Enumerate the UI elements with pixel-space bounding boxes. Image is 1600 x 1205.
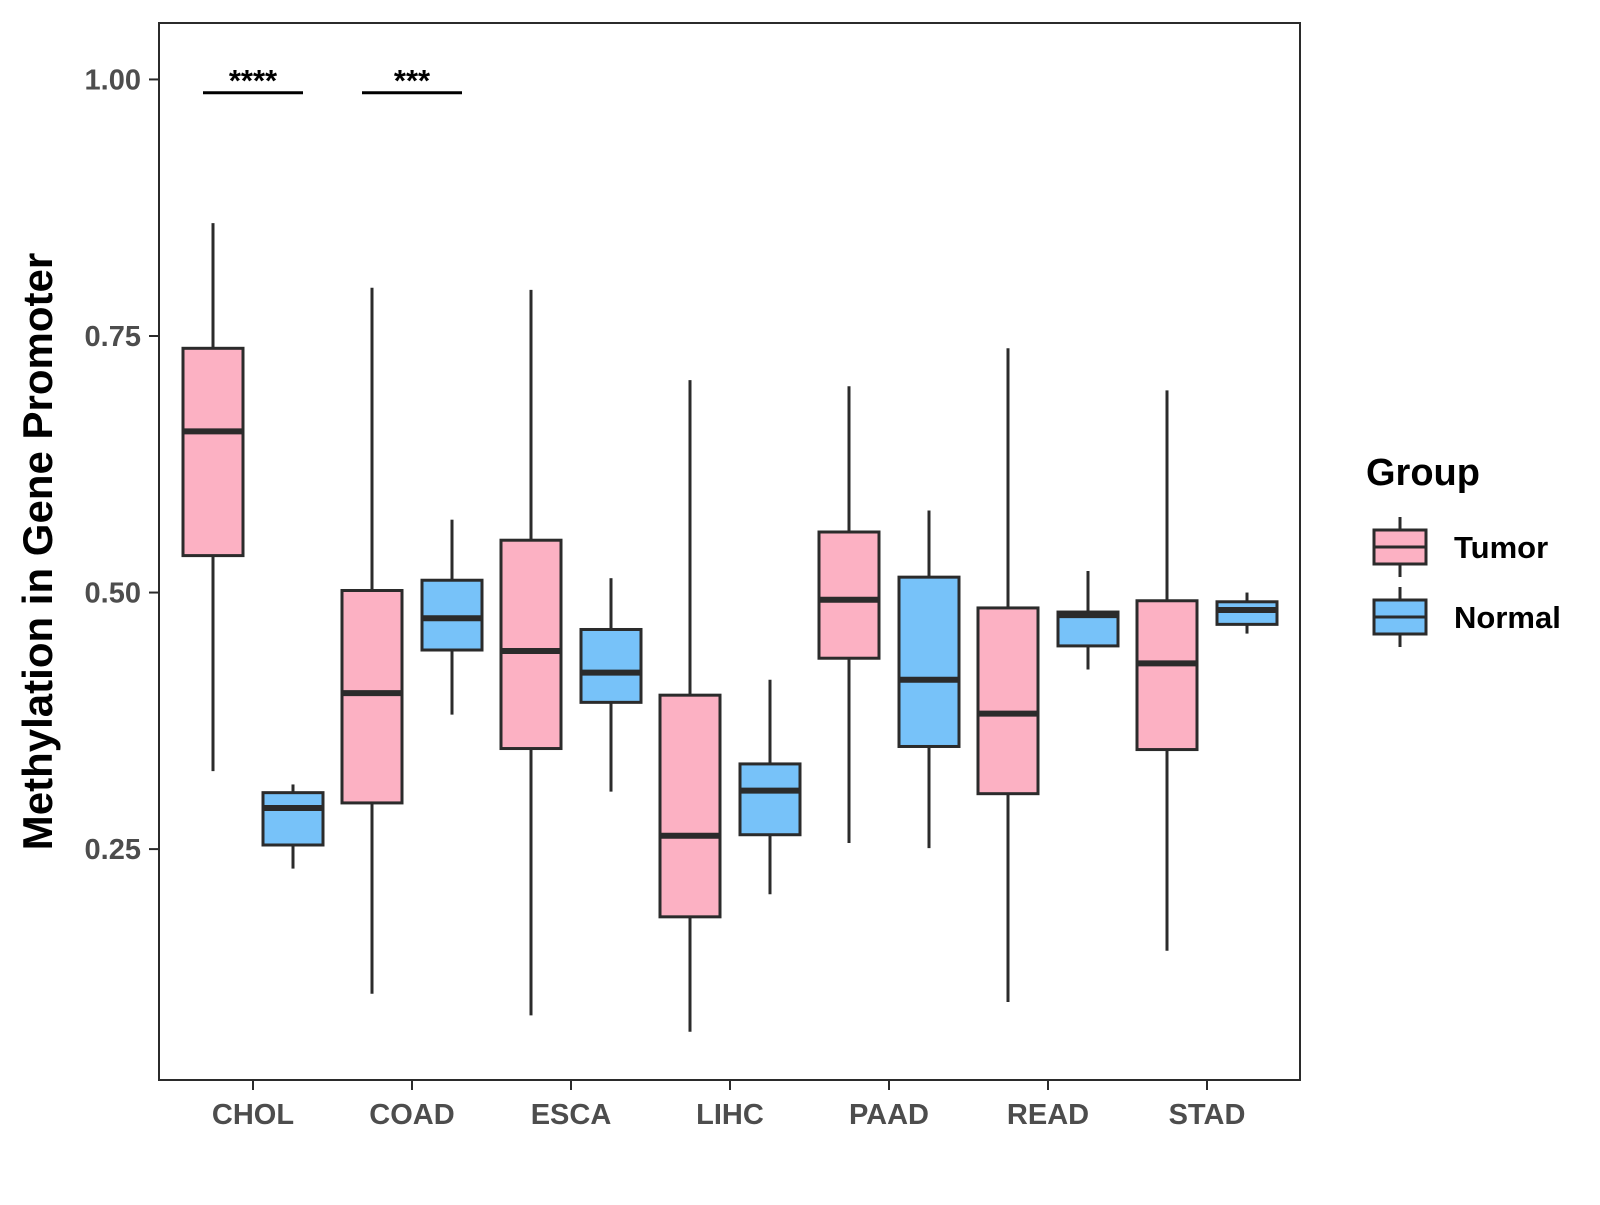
significance-label: **** (229, 63, 278, 98)
legend-label: Tumor (1454, 530, 1548, 565)
legend-label: Normal (1454, 600, 1561, 635)
axes: 0.25 0.50 0.75 1.00 CHOL COAD ESCA LIHC PAAD READ… (14, 22, 1301, 1131)
x-tick-label: LIHC (696, 1099, 764, 1131)
panel-border (158, 22, 1301, 1081)
box-iqr (1135, 599, 1199, 752)
box-normal-paad (897, 510, 961, 849)
significance-label: *** (394, 63, 431, 98)
box-iqr (261, 791, 325, 847)
y-axis-title: Methylation in Gene Promoter (14, 253, 61, 850)
y-tick-label: 0.25 (85, 834, 141, 866)
x-tick-label: READ (1007, 1099, 1089, 1131)
box-tumor-lihc (658, 380, 722, 1032)
box-tumor-stad (1135, 390, 1199, 951)
box-iqr (738, 762, 802, 837)
y-tick-label: 1.00 (85, 64, 141, 96)
box-iqr (420, 578, 484, 652)
box-iqr (579, 627, 643, 704)
box-iqr (817, 530, 881, 660)
legend-item-normal: Normal (1372, 587, 1561, 647)
box-tumor-esca (499, 289, 563, 1016)
box-iqr (658, 693, 722, 919)
x-tick-label: PAAD (849, 1099, 929, 1131)
box-tumor-read (976, 348, 1040, 1003)
box-normal-coad (420, 519, 484, 715)
x-tick-label: STAD (1169, 1099, 1246, 1131)
box-iqr (1215, 600, 1279, 626)
box-iqr (340, 588, 404, 805)
y-tick-label: 0.75 (85, 321, 141, 353)
box-normal-esca (579, 578, 643, 792)
box-tumor-coad (340, 287, 404, 994)
x-tick-label: COAD (369, 1099, 454, 1131)
x-tick-label: CHOL (212, 1099, 294, 1131)
box-normal-lihc (738, 679, 802, 895)
box-normal-stad (1215, 592, 1279, 634)
box-normal-chol (261, 784, 325, 869)
y-tick-label: 0.50 (85, 578, 141, 610)
legend-title: Group (1366, 452, 1480, 494)
legend: Group Tumor Normal (1366, 452, 1561, 647)
x-tick-label: ESCA (531, 1099, 612, 1131)
box-iqr (181, 346, 245, 558)
box-tumor-chol (181, 223, 245, 772)
box-iqr (897, 575, 961, 748)
plot-area: **** *** (181, 63, 1279, 1032)
legend-item-tumor: Tumor (1372, 517, 1548, 577)
box-tumor-paad (817, 386, 881, 843)
box-iqr (499, 538, 563, 751)
box-iqr (976, 606, 1040, 796)
box-normal-read (1056, 570, 1120, 670)
